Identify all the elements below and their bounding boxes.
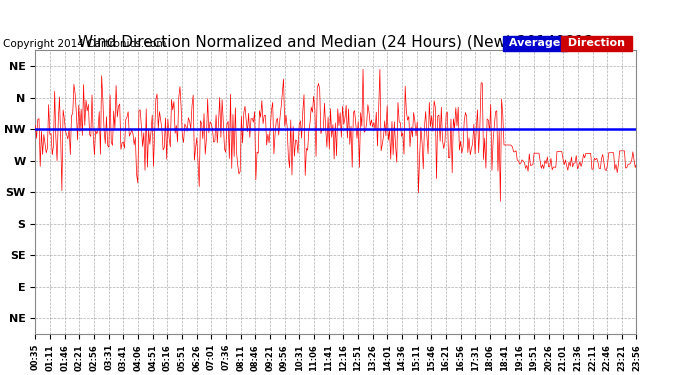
Text: Average: Average [505, 39, 564, 48]
Text: Copyright 2014 Cartronics.com: Copyright 2014 Cartronics.com [3, 39, 167, 50]
Text: Direction: Direction [564, 39, 629, 48]
Title: Wind Direction Normalized and Median (24 Hours) (New) 20140812: Wind Direction Normalized and Median (24… [78, 34, 594, 49]
